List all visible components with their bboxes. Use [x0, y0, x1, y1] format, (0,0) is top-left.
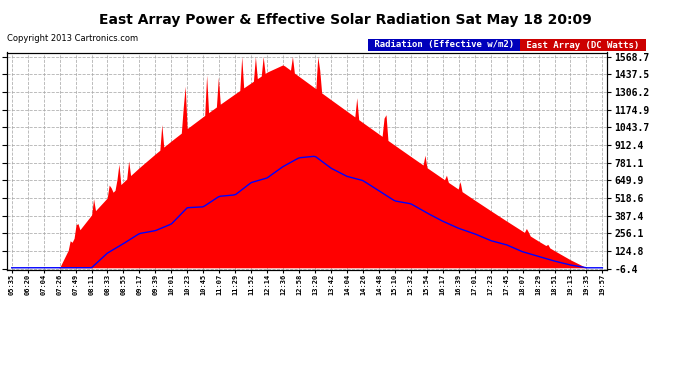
Text: East Array Power & Effective Solar Radiation Sat May 18 20:09: East Array Power & Effective Solar Radia…	[99, 13, 591, 27]
Text: Copyright 2013 Cartronics.com: Copyright 2013 Cartronics.com	[7, 34, 138, 43]
Text: East Array (DC Watts): East Array (DC Watts)	[521, 40, 644, 50]
Text: Radiation (Effective w/m2): Radiation (Effective w/m2)	[369, 40, 520, 50]
